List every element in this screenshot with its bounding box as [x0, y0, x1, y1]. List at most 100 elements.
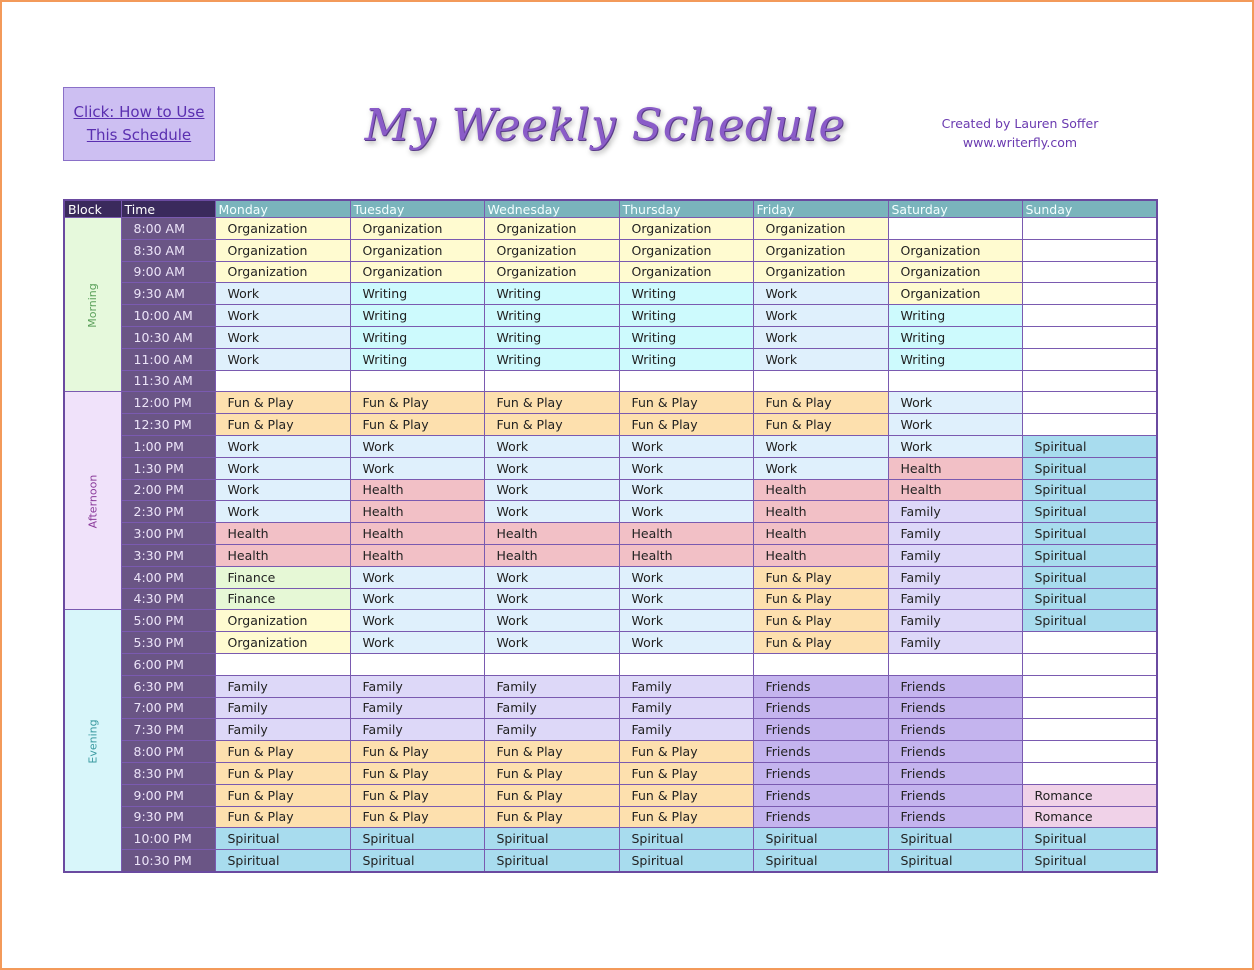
- schedule-cell[interactable]: Spiritual: [887, 849, 1023, 873]
- schedule-cell[interactable]: Work: [483, 631, 620, 654]
- schedule-cell[interactable]: Fun & Play: [752, 565, 889, 589]
- schedule-cell[interactable]: Writing: [618, 282, 754, 306]
- schedule-cell[interactable]: Work: [887, 434, 1023, 458]
- schedule-cell[interactable]: Writing: [349, 282, 485, 306]
- schedule-cell[interactable]: Work: [752, 347, 889, 371]
- schedule-cell[interactable]: Organization: [349, 217, 485, 240]
- schedule-cell[interactable]: [1021, 238, 1158, 262]
- schedule-cell[interactable]: Spiritual: [1021, 478, 1158, 502]
- schedule-cell[interactable]: Work: [483, 434, 620, 458]
- schedule-cell[interactable]: Work: [887, 413, 1023, 436]
- schedule-cell[interactable]: Spiritual: [214, 827, 351, 851]
- schedule-cell[interactable]: Romance: [1021, 783, 1158, 807]
- schedule-cell[interactable]: Work: [349, 434, 485, 458]
- schedule-cell[interactable]: Work: [752, 434, 889, 458]
- schedule-cell[interactable]: Friends: [752, 805, 889, 829]
- schedule-cell[interactable]: Family: [349, 674, 485, 698]
- schedule-cell[interactable]: [752, 369, 889, 393]
- schedule-cell[interactable]: Health: [483, 522, 620, 545]
- schedule-cell[interactable]: Spiritual: [1021, 849, 1158, 873]
- schedule-cell[interactable]: Fun & Play: [349, 761, 485, 785]
- schedule-cell[interactable]: Romance: [1021, 805, 1158, 829]
- schedule-cell[interactable]: Work: [214, 304, 351, 327]
- schedule-cell[interactable]: Health: [887, 478, 1023, 502]
- schedule-cell[interactable]: Spiritual: [349, 849, 485, 873]
- schedule-cell[interactable]: [1021, 740, 1158, 763]
- schedule-cell[interactable]: Spiritual: [1021, 587, 1158, 611]
- schedule-cell[interactable]: Organization: [214, 609, 351, 633]
- schedule-cell[interactable]: Organization: [618, 260, 754, 284]
- schedule-cell[interactable]: Organization: [752, 238, 889, 262]
- schedule-cell[interactable]: Spiritual: [887, 827, 1023, 851]
- schedule-cell[interactable]: Fun & Play: [618, 761, 754, 785]
- schedule-cell[interactable]: Friends: [887, 740, 1023, 763]
- schedule-cell[interactable]: Friends: [752, 674, 889, 698]
- schedule-cell[interactable]: Friends: [887, 805, 1023, 829]
- schedule-cell[interactable]: [1021, 304, 1158, 327]
- schedule-cell[interactable]: [1021, 761, 1158, 785]
- schedule-cell[interactable]: Spiritual: [1021, 543, 1158, 567]
- schedule-cell[interactable]: Spiritual: [752, 849, 889, 873]
- schedule-cell[interactable]: Fun & Play: [349, 740, 485, 763]
- schedule-cell[interactable]: [349, 652, 485, 676]
- schedule-cell[interactable]: Spiritual: [1021, 434, 1158, 458]
- schedule-cell[interactable]: Fun & Play: [752, 631, 889, 654]
- schedule-cell[interactable]: Organization: [483, 217, 620, 240]
- schedule-cell[interactable]: [1021, 217, 1158, 240]
- schedule-cell[interactable]: Work: [483, 456, 620, 480]
- schedule-cell[interactable]: Organization: [483, 238, 620, 262]
- how-to-line-2[interactable]: This Schedule: [86, 126, 192, 144]
- schedule-cell[interactable]: Fun & Play: [752, 609, 889, 633]
- schedule-cell[interactable]: [1021, 369, 1158, 393]
- schedule-cell[interactable]: [1021, 347, 1158, 371]
- schedule-cell[interactable]: [1021, 260, 1158, 284]
- schedule-cell[interactable]: Work: [349, 565, 485, 589]
- schedule-cell[interactable]: Health: [349, 522, 485, 545]
- schedule-cell[interactable]: Friends: [887, 783, 1023, 807]
- schedule-cell[interactable]: Work: [214, 282, 351, 306]
- schedule-cell[interactable]: [752, 652, 889, 676]
- schedule-cell[interactable]: Organization: [214, 238, 351, 262]
- schedule-cell[interactable]: Work: [349, 587, 485, 611]
- schedule-cell[interactable]: Writing: [483, 304, 620, 327]
- schedule-cell[interactable]: Fun & Play: [752, 413, 889, 436]
- schedule-cell[interactable]: Fun & Play: [214, 761, 351, 785]
- schedule-cell[interactable]: [1021, 391, 1158, 415]
- schedule-cell[interactable]: Friends: [752, 740, 889, 763]
- schedule-cell[interactable]: Writing: [349, 325, 485, 349]
- schedule-cell[interactable]: Work: [618, 434, 754, 458]
- schedule-cell[interactable]: Family: [214, 696, 351, 720]
- schedule-cell[interactable]: Health: [349, 543, 485, 567]
- schedule-cell[interactable]: Family: [887, 500, 1023, 524]
- how-to-use-link[interactable]: Click: How to Use This Schedule: [63, 87, 215, 161]
- schedule-cell[interactable]: [483, 652, 620, 676]
- schedule-cell[interactable]: Work: [349, 456, 485, 480]
- schedule-cell[interactable]: Work: [618, 587, 754, 611]
- schedule-cell[interactable]: Work: [349, 631, 485, 654]
- schedule-cell[interactable]: Work: [214, 434, 351, 458]
- schedule-cell[interactable]: Family: [349, 696, 485, 720]
- schedule-cell[interactable]: Writing: [483, 282, 620, 306]
- schedule-cell[interactable]: Work: [214, 325, 351, 349]
- schedule-cell[interactable]: Fun & Play: [349, 391, 485, 415]
- schedule-cell[interactable]: Organization: [618, 217, 754, 240]
- schedule-cell[interactable]: Organization: [752, 260, 889, 284]
- schedule-cell[interactable]: Spiritual: [349, 827, 485, 851]
- schedule-cell[interactable]: Family: [887, 609, 1023, 633]
- schedule-cell[interactable]: Writing: [887, 325, 1023, 349]
- schedule-cell[interactable]: Work: [752, 456, 889, 480]
- schedule-cell[interactable]: Fun & Play: [483, 761, 620, 785]
- schedule-cell[interactable]: Family: [887, 543, 1023, 567]
- schedule-cell[interactable]: Friends: [887, 761, 1023, 785]
- schedule-cell[interactable]: Fun & Play: [483, 740, 620, 763]
- schedule-cell[interactable]: Fun & Play: [483, 413, 620, 436]
- schedule-cell[interactable]: [1021, 282, 1158, 306]
- schedule-cell[interactable]: Writing: [618, 325, 754, 349]
- schedule-cell[interactable]: Writing: [349, 347, 485, 371]
- schedule-cell[interactable]: Friends: [752, 696, 889, 720]
- schedule-cell[interactable]: Spiritual: [618, 827, 754, 851]
- schedule-cell[interactable]: Work: [887, 391, 1023, 415]
- how-to-line-1[interactable]: Click: How to Use: [73, 103, 205, 121]
- schedule-cell[interactable]: Spiritual: [483, 849, 620, 873]
- schedule-cell[interactable]: Fun & Play: [618, 783, 754, 807]
